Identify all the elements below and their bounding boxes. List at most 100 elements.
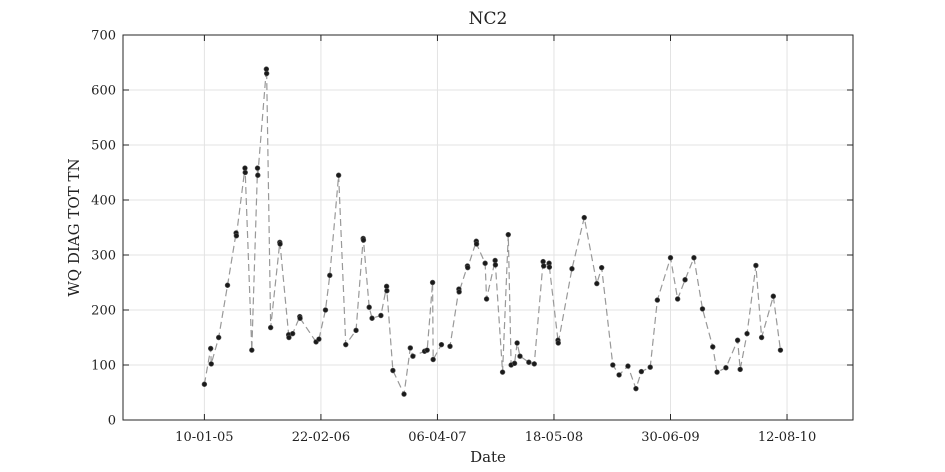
data-point xyxy=(654,297,661,303)
plot-area-frame xyxy=(122,34,854,421)
data-point xyxy=(594,280,600,287)
data-point xyxy=(511,360,518,367)
data-point xyxy=(208,361,214,367)
data-point xyxy=(625,363,631,369)
data-point xyxy=(378,312,384,319)
data-point xyxy=(277,241,283,247)
data-point xyxy=(343,341,349,348)
data-point xyxy=(569,266,575,272)
data-point xyxy=(242,165,248,171)
x-tick-label: 12-08-10 xyxy=(758,430,816,445)
data-point xyxy=(540,263,547,269)
series-line-layer xyxy=(203,69,782,397)
data-point xyxy=(758,334,765,341)
data-point xyxy=(610,362,616,368)
data-point xyxy=(540,258,546,265)
data-point xyxy=(383,283,390,290)
data-point xyxy=(465,264,471,271)
chart-title: NC2 xyxy=(469,9,508,29)
data-point xyxy=(369,315,375,321)
data-point xyxy=(598,264,605,271)
data-point xyxy=(316,336,322,342)
data-point xyxy=(514,340,520,346)
data-point xyxy=(384,288,390,294)
y-tick-label: 500 xyxy=(91,139,116,154)
data-point xyxy=(255,172,261,178)
data-point xyxy=(770,293,777,299)
data-point xyxy=(242,169,248,176)
y-tick-label: 0 xyxy=(108,414,116,429)
data-point xyxy=(267,324,274,331)
data-point xyxy=(691,255,697,261)
data-point xyxy=(667,255,674,261)
data-point xyxy=(699,306,706,312)
x-tick-label: 10-01-05 xyxy=(175,430,233,445)
data-point xyxy=(390,367,396,374)
series-line xyxy=(203,69,782,397)
y-tick-label: 100 xyxy=(91,359,116,374)
data-point xyxy=(297,315,303,321)
x-tick-label: 22-02-06 xyxy=(292,430,350,445)
data-point xyxy=(322,307,329,313)
data-point xyxy=(263,70,270,77)
x-tick-label: 30-06-09 xyxy=(641,430,699,445)
y-tick-label: 600 xyxy=(91,84,116,99)
data-point xyxy=(482,260,488,266)
data-point xyxy=(249,347,255,353)
data-point xyxy=(499,369,506,375)
data-point xyxy=(633,385,639,392)
data-point xyxy=(335,172,342,178)
data-point xyxy=(456,289,462,295)
data-point xyxy=(734,337,741,343)
data-point xyxy=(710,344,716,350)
y-tick-label: 200 xyxy=(91,304,116,319)
data-point xyxy=(531,361,537,367)
data-point xyxy=(327,272,333,279)
data-point xyxy=(366,304,372,310)
y-axis-title: WQ DIAG TOT TN xyxy=(65,158,83,296)
data-point xyxy=(233,233,240,239)
data-point xyxy=(483,296,490,302)
data-point xyxy=(224,282,231,288)
axis-ticks: 0 100 200 300 400 500 600 700 10-01-05 22-02-06 06… xyxy=(91,29,853,445)
data-point xyxy=(638,368,645,375)
data-point xyxy=(473,241,480,247)
data-point xyxy=(555,340,561,346)
data-point xyxy=(505,231,511,238)
y-tick-label: 700 xyxy=(91,29,116,44)
data-point xyxy=(753,262,759,269)
data-point xyxy=(492,262,499,268)
data-point xyxy=(429,279,436,286)
data-point xyxy=(777,347,784,353)
x-axis-title: Date xyxy=(470,448,506,466)
data-point xyxy=(263,66,270,72)
data-point xyxy=(424,347,430,353)
data-point xyxy=(737,366,743,373)
data-point xyxy=(674,296,681,302)
data-point xyxy=(526,359,532,365)
data-point-layer xyxy=(201,66,784,397)
data-point xyxy=(438,341,445,348)
x-tick-label: 18-05-08 xyxy=(525,430,583,445)
data-point xyxy=(407,345,414,351)
data-point xyxy=(215,334,222,341)
grid-lines xyxy=(123,34,853,421)
x-tick-label: 06-04-07 xyxy=(408,430,466,445)
data-point xyxy=(744,330,750,337)
data-point xyxy=(410,353,416,359)
data-point xyxy=(201,381,208,387)
data-point xyxy=(447,343,453,349)
data-point xyxy=(616,372,622,378)
data-point xyxy=(492,257,498,264)
data-point xyxy=(714,369,720,375)
y-tick-label: 400 xyxy=(91,194,116,209)
data-point xyxy=(723,365,729,371)
data-point xyxy=(546,264,553,270)
data-point xyxy=(360,237,367,243)
data-point xyxy=(254,165,261,171)
y-tick-label: 300 xyxy=(91,249,116,264)
data-point xyxy=(289,330,296,337)
data-point xyxy=(401,391,407,397)
data-point xyxy=(581,214,587,221)
